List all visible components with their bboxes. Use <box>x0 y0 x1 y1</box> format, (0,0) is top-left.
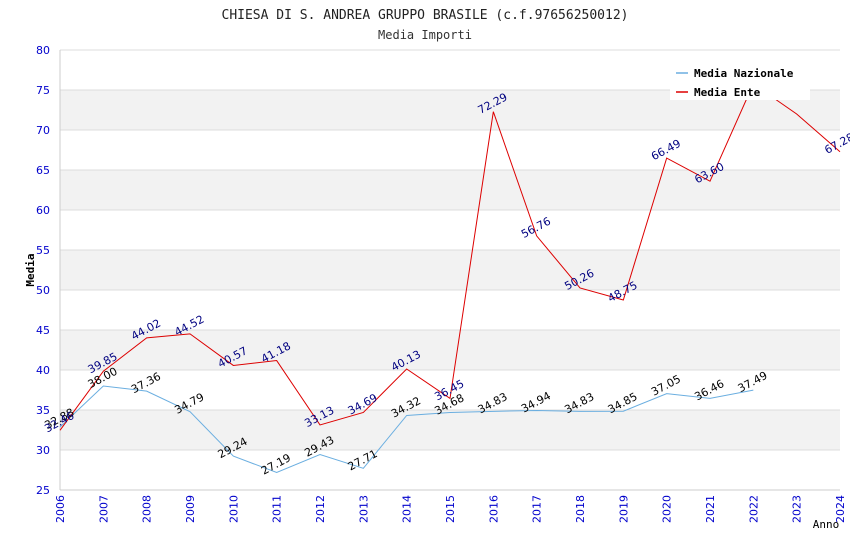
y-tick-label: 60 <box>36 204 50 217</box>
y-tick-label: 75 <box>36 84 50 97</box>
x-tick-label: 2023 <box>791 495 804 523</box>
x-tick-label: 2019 <box>617 495 630 523</box>
x-tick-label: 2014 <box>401 495 414 523</box>
x-tick-label: 2020 <box>661 495 674 523</box>
data-label: 37.49 <box>736 369 770 395</box>
data-label: 37.36 <box>129 370 163 396</box>
x-tick-label: 2011 <box>271 495 284 523</box>
y-tick-label: 80 <box>36 44 50 57</box>
x-tick-label: 2021 <box>704 495 717 523</box>
legend-label-0: Media Nazionale <box>694 67 794 80</box>
y-tick-label: 30 <box>36 444 50 457</box>
x-tick-label: 2009 <box>184 495 197 523</box>
series-line-0 <box>59 385 754 474</box>
y-tick-label: 50 <box>36 284 50 297</box>
y-tick-label: 45 <box>36 324 50 337</box>
chart-title: CHIESA DI S. ANDREA GRUPPO BRASILE (c.f.… <box>222 8 629 23</box>
y-tick-label: 40 <box>36 364 50 377</box>
axes <box>59 50 840 491</box>
legend: Media Nazionale Media Ente <box>670 60 810 100</box>
x-tick-label: 2013 <box>357 495 370 523</box>
y-tick-label: 65 <box>36 164 50 177</box>
x-tick-label: 2022 <box>747 495 760 523</box>
x-tick-label: 2017 <box>531 495 544 523</box>
y-tick-label: 55 <box>36 244 50 257</box>
background-band <box>60 410 840 450</box>
data-label: 27.71 <box>346 447 380 473</box>
x-tick-label: 2015 <box>444 495 457 523</box>
y-tick-labels: 25 30 35 40 45 50 55 60 65 70 75 80 <box>36 44 50 497</box>
chart-subtitle: Media Importi <box>378 28 472 42</box>
x-tick-label: 2024 <box>834 495 847 523</box>
data-label: 56.76 <box>519 215 553 241</box>
x-tick-labels: 2006 2007 2008 2009 2010 2011 2012 2013 2014 2015… <box>54 495 847 523</box>
background-bands <box>60 90 840 450</box>
x-tick-label: 2007 <box>97 495 110 523</box>
data-label: 67.28 <box>822 131 850 157</box>
series-line-1 <box>59 83 841 431</box>
x-tick-label: 2018 <box>574 495 587 523</box>
grid-lines <box>60 49 840 491</box>
data-label: 27.19 <box>259 451 293 477</box>
legend-box <box>670 60 810 100</box>
x-tick-label: 2016 <box>487 495 500 523</box>
x-tick-label: 2006 <box>54 495 67 523</box>
x-tick-label: 2008 <box>141 495 154 523</box>
legend-label-1: Media Ente <box>694 86 761 99</box>
background-band <box>60 170 840 210</box>
y-tick-label: 35 <box>36 404 50 417</box>
series-lines <box>59 83 841 474</box>
y-axis-title: Media <box>24 253 37 286</box>
y-tick-label: 25 <box>36 484 50 497</box>
x-tick-label: 2012 <box>314 495 327 523</box>
data-label: 36.46 <box>692 377 726 403</box>
background-band <box>60 330 840 370</box>
x-axis-title: Anno <box>813 518 840 531</box>
background-band <box>60 250 840 290</box>
x-tick-label: 2010 <box>227 495 240 523</box>
y-tick-label: 70 <box>36 124 50 137</box>
